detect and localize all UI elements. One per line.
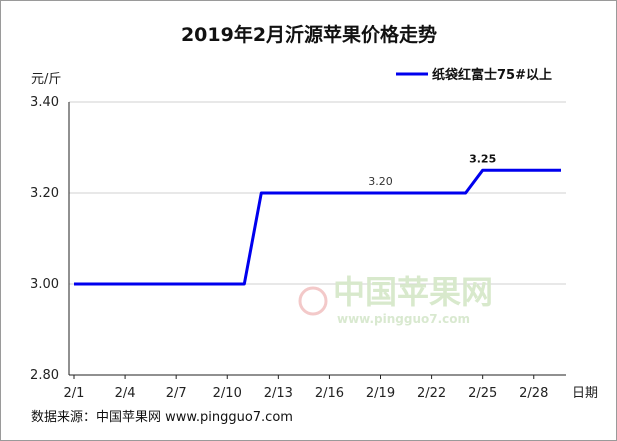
x-tick-label: 2/1 [64, 386, 85, 401]
y-tick-labels: 3.40 3.20 3.00 2.80 [30, 95, 59, 383]
x-tick-label: 2/4 [115, 386, 136, 401]
series-layer [74, 168, 561, 286]
chart-title: 2019年2月沂源苹果价格走势 [181, 23, 437, 46]
y-tick-label: 3.40 [30, 95, 59, 110]
y-tick-label: 3.20 [30, 186, 59, 201]
legend-label: 纸袋红富士75#以上 [432, 67, 552, 83]
watermark: 中国苹果网 www.pingguo7.com [298, 273, 493, 326]
x-tick-label: 2/19 [366, 386, 395, 401]
x-tick-labels: 2/1 2/4 2/7 2/10 2/13 2/16 2/19 2/22 2/25 2/28 [64, 375, 548, 401]
x-tick-label: 2/13 [264, 386, 293, 401]
watermark-text: 中国苹果网 [333, 273, 493, 311]
y-tick-label: 2.80 [30, 368, 59, 383]
x-tick-label: 2/10 [213, 386, 242, 401]
x-tick-label: 2/25 [468, 386, 497, 401]
watermark-url: www.pingguo7.com [337, 312, 470, 326]
data-labels: 3.20 3.25 [368, 152, 496, 188]
y-axis-label: 元/斤 [31, 72, 61, 87]
x-tick-label: 2/22 [417, 386, 446, 401]
source-text: 数据来源：中国苹果网 www.pingguo7.com [31, 410, 293, 425]
y-tick-label: 3.00 [30, 277, 59, 292]
x-axis-label: 日期 [572, 386, 598, 401]
data-label: 3.20 [368, 175, 393, 188]
data-label: 3.25 [469, 152, 496, 165]
x-tick-label: 2/7 [166, 386, 187, 401]
watermark-apple-icon [298, 286, 328, 316]
series-line-纸袋红富士75#以上 [74, 168, 561, 286]
legend: 纸袋红富士75#以上 [396, 67, 552, 83]
x-tick-label: 2/16 [315, 386, 344, 401]
x-tick-label: 2/28 [519, 386, 548, 401]
